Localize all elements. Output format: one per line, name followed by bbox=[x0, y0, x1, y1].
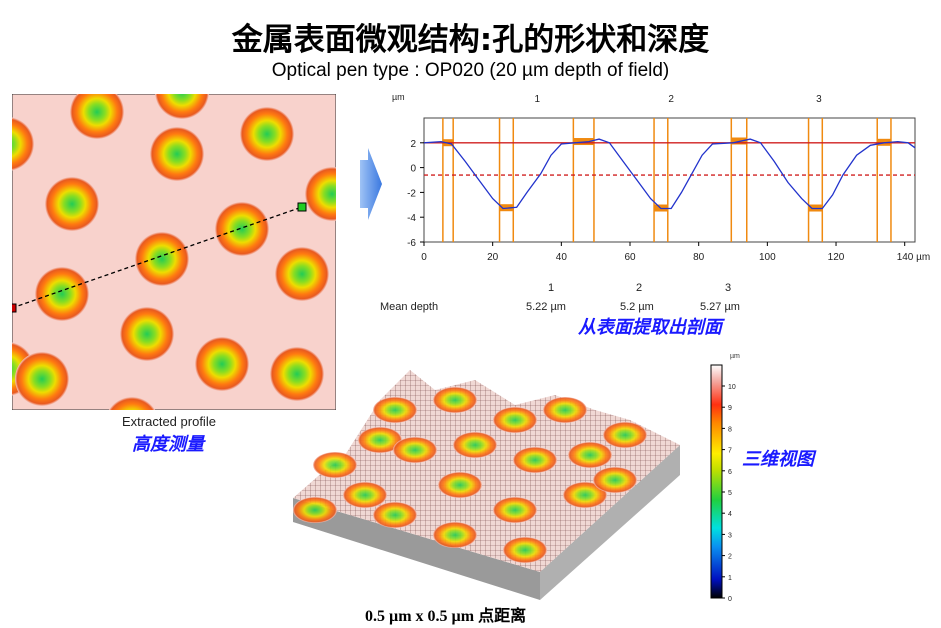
3d-hole bbox=[433, 522, 477, 548]
x-tick-label: 100 bbox=[759, 252, 776, 263]
y-tick-label: 0 bbox=[410, 164, 416, 175]
map-label: 高度测量 bbox=[132, 434, 204, 455]
plot-area bbox=[423, 117, 916, 243]
x-tick-label: 40 bbox=[556, 252, 568, 263]
slide-title: 金属表面微观结构:孔的形状和深度 bbox=[231, 22, 710, 58]
colorbar: µm 0 1 2 3 4 5 6 7 8 9 10 bbox=[710, 353, 740, 603]
surface-hole bbox=[108, 397, 156, 410]
surface-hole bbox=[195, 337, 249, 391]
3d-surface-view bbox=[293, 370, 680, 600]
mean-depth-label: Mean depth bbox=[380, 301, 439, 313]
profile-start-handle[interactable] bbox=[12, 303, 17, 313]
mean-depth-value-1: 5.22 µm bbox=[526, 301, 566, 313]
surface-hole bbox=[155, 94, 209, 119]
surface-hole bbox=[305, 167, 336, 221]
3d-hole bbox=[568, 442, 612, 468]
surface-hole bbox=[45, 177, 99, 231]
3d-hole bbox=[593, 467, 637, 493]
y-tick-label: -4 bbox=[407, 213, 416, 224]
3d-hole bbox=[503, 537, 547, 563]
3d-hole bbox=[313, 452, 357, 478]
colorbar-tick-label: 8 bbox=[728, 426, 732, 433]
profile-end-handle[interactable] bbox=[297, 202, 307, 212]
profile-section-label: 2 bbox=[668, 94, 674, 105]
x-tick-label: 80 bbox=[693, 252, 705, 263]
colorbar-tick-label: 2 bbox=[728, 554, 732, 561]
3d-hole bbox=[513, 447, 557, 473]
mean-depth-value-3: 5.27 µm bbox=[700, 301, 740, 313]
colorbar-tick-label: 0 bbox=[728, 596, 732, 603]
map-caption: Extracted profile bbox=[122, 414, 216, 429]
profile-label: 从表面提取出剖面 bbox=[578, 317, 722, 338]
colorbar-tick-label: 9 bbox=[728, 405, 732, 412]
3d-hole bbox=[493, 407, 537, 433]
profile-section-label: 1 bbox=[535, 94, 541, 105]
y-tick-label: -6 bbox=[407, 238, 416, 249]
3d-view-label: 三维视图 bbox=[742, 449, 814, 470]
surface-hole bbox=[120, 307, 174, 361]
surface-hole bbox=[35, 267, 89, 321]
mean-depth-header-1: 1 bbox=[548, 282, 555, 294]
y-tick-label: -2 bbox=[407, 188, 416, 199]
surface-hole bbox=[270, 347, 324, 401]
surface-hole bbox=[15, 352, 69, 406]
3d-hole bbox=[358, 427, 402, 453]
colorbar-tick-label: 3 bbox=[728, 532, 732, 539]
3d-hole bbox=[453, 432, 497, 458]
slide-subtitle: Optical pen type : OP020 (20 µm depth of… bbox=[271, 60, 670, 81]
surface-hole bbox=[12, 117, 34, 171]
3d-hole bbox=[373, 502, 417, 528]
3d-hole bbox=[433, 387, 477, 413]
3d-hole bbox=[438, 472, 482, 498]
profile-series-line bbox=[423, 138, 916, 210]
surface-hole bbox=[135, 232, 189, 286]
colorbar-tick-label: 4 bbox=[728, 511, 732, 518]
y-axis-unit: µm bbox=[392, 92, 405, 102]
profile-line bbox=[12, 206, 303, 309]
surface-hole bbox=[215, 202, 269, 256]
mean-depth-value-2: 5.2 µm bbox=[620, 301, 654, 313]
arrow-right-icon bbox=[360, 148, 382, 220]
3d-hole bbox=[563, 482, 607, 508]
3d-hole bbox=[543, 397, 587, 423]
3d-hole bbox=[293, 497, 337, 523]
x-tick-label: 140 µm bbox=[897, 252, 931, 263]
colorbar-tick-label: 1 bbox=[728, 575, 732, 582]
mean-depth-header-2: 2 bbox=[636, 282, 643, 294]
height-map bbox=[12, 94, 336, 410]
profile-section-label: 3 bbox=[816, 94, 822, 105]
surface-hole bbox=[70, 94, 124, 139]
colorbar-tick-label: 7 bbox=[728, 448, 732, 455]
3d-hole bbox=[493, 497, 537, 523]
colorbar-unit: µm bbox=[730, 353, 740, 360]
mean-depth-header-3: 3 bbox=[725, 282, 732, 294]
x-tick-label: 20 bbox=[487, 252, 499, 263]
3d-hole bbox=[393, 437, 437, 463]
colorbar-tick-label: 6 bbox=[728, 469, 732, 476]
3d-hole bbox=[603, 422, 647, 448]
surface-hole bbox=[240, 107, 294, 161]
colorbar-tick-label: 10 bbox=[728, 384, 736, 391]
3d-hole bbox=[343, 482, 387, 508]
y-tick-label: 2 bbox=[410, 139, 416, 150]
surface-hole bbox=[275, 247, 329, 301]
surface-hole bbox=[150, 127, 204, 181]
x-tick-label: 60 bbox=[624, 252, 636, 263]
footer-caption: 0.5 µm x 0.5 µm 点距离 bbox=[365, 608, 527, 625]
3d-hole bbox=[373, 397, 417, 423]
x-tick-label: 0 bbox=[421, 252, 427, 263]
colorbar-tick-label: 5 bbox=[728, 490, 732, 497]
x-tick-label: 120 bbox=[828, 252, 845, 263]
